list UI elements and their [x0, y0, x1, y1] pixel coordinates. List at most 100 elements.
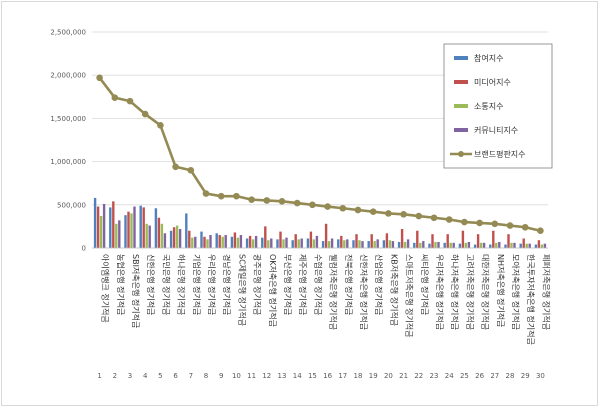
bar-2-5	[157, 217, 161, 248]
legend-label-2: 미디어지수	[474, 77, 511, 87]
bar-1-14	[291, 240, 294, 248]
x-number-label: 25	[460, 372, 469, 380]
x-category-label: 페퍼저축은행 정기적금	[541, 254, 551, 330]
bar-3-28	[510, 242, 513, 248]
bar-4-29	[528, 243, 531, 248]
x-number-label: 11	[247, 372, 256, 380]
legend-swatch-2	[454, 80, 468, 84]
brand-index-point-1	[96, 74, 103, 82]
x-category-label: 농협은행 정기적금	[116, 254, 126, 315]
x-number-label: 6	[173, 372, 178, 380]
bar-1-11	[245, 238, 249, 248]
brand-index-point-14	[293, 199, 301, 207]
brand-index-point-10	[233, 192, 240, 200]
x-number-label: 7	[189, 372, 193, 380]
bar-3-24	[449, 242, 452, 248]
bar-2-9	[218, 235, 221, 248]
bar-2-22	[416, 230, 419, 248]
bar-4-19	[376, 239, 379, 248]
bar-1-23	[428, 243, 431, 248]
bar-1-2	[109, 207, 112, 248]
bar-2-16	[324, 223, 328, 248]
brand-index-point-4	[141, 110, 149, 118]
x-number-label: 4	[143, 372, 148, 380]
y-tick-label: 0	[82, 245, 86, 253]
x-number-label: 27	[490, 372, 499, 380]
bar-4-14	[300, 238, 303, 248]
brand-index-point-3	[126, 97, 134, 105]
bar-3-30	[540, 244, 544, 248]
bar-2-13	[279, 231, 282, 248]
bar-2-20	[385, 233, 389, 248]
y-tick-label: 500,000	[57, 201, 86, 209]
bar-3-20	[388, 240, 392, 248]
bar-3-3	[130, 213, 133, 248]
brand-index-point-23	[430, 214, 438, 222]
bar-3-9	[221, 236, 224, 248]
bar-1-26	[473, 244, 477, 248]
x-number-label: 5	[158, 372, 162, 380]
brand-index-line	[96, 74, 544, 235]
bar-2-27	[492, 230, 495, 248]
bar-1-25	[458, 243, 462, 248]
bar-2-28	[507, 234, 510, 248]
x-number-label: 26	[475, 372, 484, 380]
bar-1-8	[200, 231, 203, 248]
bar-3-1	[99, 216, 103, 248]
x-number-label: 3	[128, 372, 132, 380]
bar-4-16	[330, 238, 334, 248]
bar-1-28	[504, 244, 507, 248]
bar-4-1	[102, 203, 106, 248]
x-category-label: 우리저축은행 정기적금	[435, 254, 445, 330]
brand-index-point-21	[400, 211, 407, 218]
bar-4-26	[482, 242, 486, 248]
brand-index-point-20	[385, 210, 392, 217]
bar-3-21	[403, 241, 407, 248]
bar-3-23	[434, 241, 437, 248]
bar-4-3	[133, 206, 136, 248]
bar-2-30	[537, 240, 541, 248]
bar-2-3	[127, 211, 130, 248]
x-number-label: 29	[521, 372, 530, 380]
bar-4-15	[315, 235, 319, 248]
y-tick-label: 2,000,000	[50, 72, 86, 80]
bar-4-17	[346, 239, 349, 248]
bar-4-18	[361, 241, 364, 248]
legend-line-marker	[458, 151, 464, 157]
bar-3-5	[160, 223, 164, 248]
bar-1-29	[519, 243, 522, 248]
bar-2-14	[294, 234, 297, 248]
bar-2-10	[233, 232, 237, 248]
brand-index-point-26	[476, 219, 483, 227]
bar-2-8	[203, 236, 206, 248]
bar-4-2	[118, 220, 121, 248]
x-category-label: 전북은행 정기적금	[344, 254, 354, 315]
x-number-label: 15	[308, 372, 317, 380]
bar-2-1	[96, 206, 100, 248]
bar-4-12	[270, 238, 273, 248]
x-category-label: 신한저축은행 정기적금	[359, 254, 369, 330]
bar-1-10	[230, 236, 234, 248]
bar-1-13	[276, 239, 279, 248]
x-number-label: 10	[232, 372, 241, 380]
bar-3-17	[343, 240, 346, 248]
bar-1-21	[397, 241, 401, 248]
bar-2-7	[188, 230, 191, 248]
x-number-label: 16	[323, 372, 332, 380]
brand-index-point-2	[111, 94, 119, 101]
bar-1-17	[337, 239, 340, 248]
x-number-label: 18	[354, 372, 363, 380]
legend-label-1: 참여지수	[474, 53, 503, 63]
bar-4-28	[513, 242, 516, 248]
brand-index-point-19	[369, 208, 377, 216]
x-category-label: 수협은행 정기적금	[313, 254, 323, 315]
bar-2-24	[446, 234, 449, 248]
x-number-label: 24	[445, 372, 454, 380]
bar-3-18	[358, 240, 361, 248]
brand-index-point-12	[263, 197, 271, 204]
bar-2-17	[340, 235, 343, 248]
y-tick-label: 1,000,000	[50, 158, 86, 166]
x-number-label: 13	[278, 372, 287, 380]
x-number-label: 12	[262, 372, 271, 380]
x-category-label: 모아저축은행 정기적금	[511, 254, 521, 330]
